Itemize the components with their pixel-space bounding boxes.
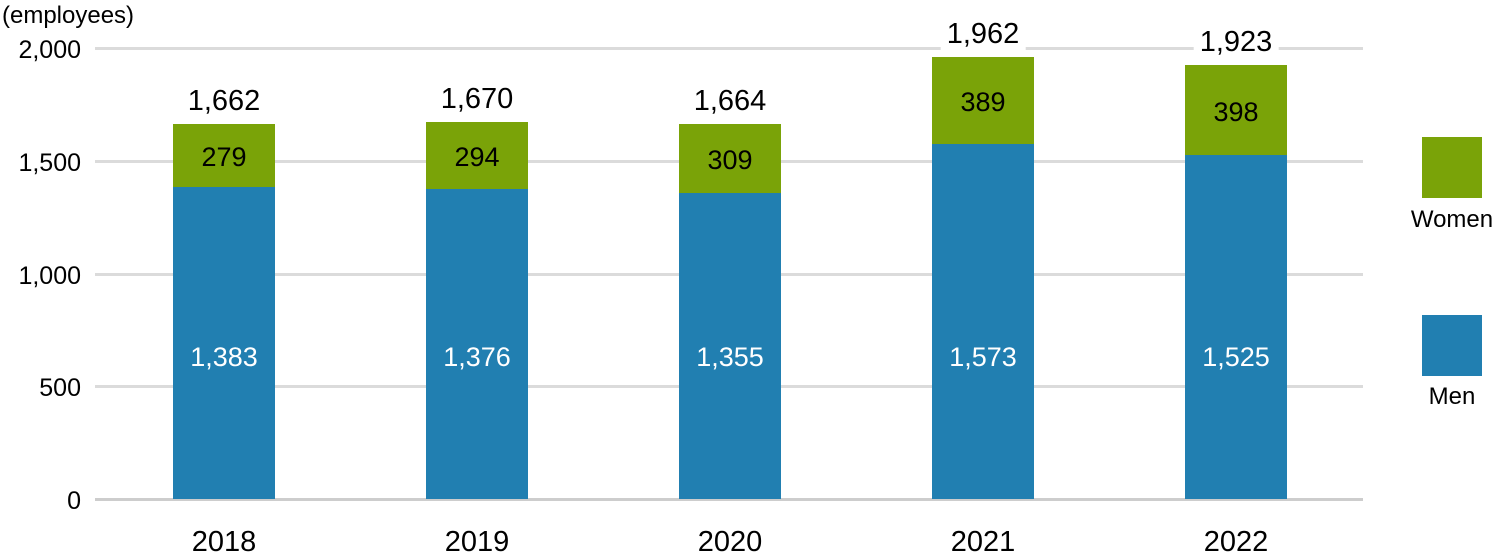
y-axis-tick-label: 1,500 <box>18 148 81 177</box>
bar-segment-men: 1,573 <box>932 144 1034 499</box>
men-value-label: 1,573 <box>949 341 1017 372</box>
bar-segment-women: 389 <box>932 56 1034 145</box>
women-value-label: 279 <box>201 142 247 173</box>
women-value-label: 309 <box>707 145 753 176</box>
men-value-label: 1,383 <box>190 341 258 372</box>
total-value-label: 1,664 <box>687 84 773 118</box>
bar-group-2019: 1,670 294 1,376 <box>426 83 528 499</box>
x-axis-tick-label: 2022 <box>1203 526 1269 558</box>
legend-label-men: Men <box>1428 383 1476 410</box>
women-value-label: 294 <box>454 142 500 173</box>
y-axis-unit-label: (employees) <box>2 2 135 29</box>
x-axis-tick-label: 2020 <box>697 526 763 558</box>
legend-swatch-women <box>1422 137 1482 198</box>
y-axis-tick-label: 0 <box>67 487 81 515</box>
bar-group-2022: 1,923 398 1,525 <box>1185 26 1287 499</box>
bar-segment-men: 1,383 <box>173 187 275 499</box>
bar-segment-women: 309 <box>679 123 781 194</box>
legend-swatch-men <box>1422 315 1482 376</box>
y-axis-tick-label: 2,000 <box>18 36 81 64</box>
x-axis-tick-label: 2021 <box>950 526 1016 558</box>
women-value-label: 398 <box>1213 96 1259 127</box>
x-axis-baseline <box>95 498 1363 501</box>
gridline <box>95 47 1363 50</box>
total-value-label: 1,670 <box>434 83 520 117</box>
y-axis-tick-label: 500 <box>39 374 81 403</box>
x-axis-tick-label: 2018 <box>191 526 257 558</box>
bar-segment-women: 398 <box>1185 65 1287 156</box>
bar-segment-men: 1,525 <box>1185 155 1287 499</box>
bar-segment-women: 279 <box>173 124 275 188</box>
total-value-label: 1,662 <box>181 85 267 119</box>
men-value-label: 1,355 <box>696 341 764 372</box>
men-value-label: 1,525 <box>1202 341 1270 372</box>
bar-segment-men: 1,376 <box>426 188 528 499</box>
total-value-label: 1,962 <box>940 17 1026 51</box>
bar-segment-women: 294 <box>426 122 528 189</box>
women-value-label: 389 <box>960 86 1006 117</box>
bar-group-2020: 1,664 309 1,355 <box>679 84 781 499</box>
x-axis-tick-label: 2019 <box>444 526 510 558</box>
men-value-label: 1,376 <box>443 341 511 372</box>
bar-segment-men: 1,355 <box>679 193 781 499</box>
bar-group-2018: 1,662 279 1,383 <box>173 85 275 499</box>
bar-group-2021: 1,962 389 1,573 <box>932 17 1034 499</box>
total-value-label: 1,923 <box>1193 26 1279 60</box>
legend-label-women: Women <box>1410 206 1494 233</box>
y-axis-tick-label: 1,000 <box>18 261 81 290</box>
